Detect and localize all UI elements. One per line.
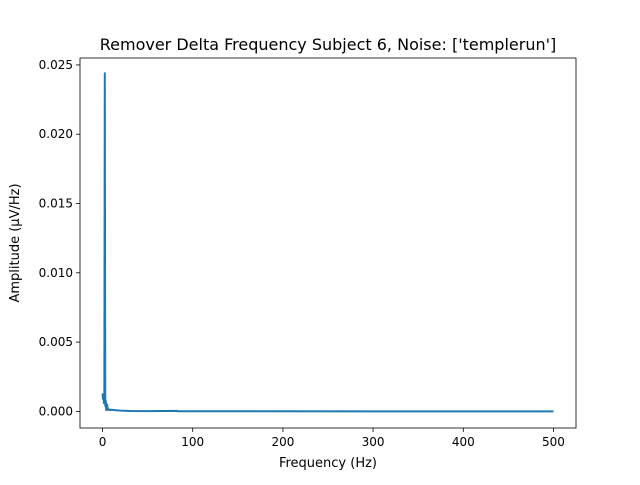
- x-tick-label: 500: [542, 435, 565, 449]
- x-tick-label: 100: [181, 435, 204, 449]
- series-line-0: [101, 72, 554, 413]
- x-tick-label: 0: [99, 435, 107, 449]
- y-tick-label: 0.015: [39, 197, 73, 211]
- y-tick-label: 0.000: [39, 404, 73, 418]
- y-axis-label: Amplitude (µV/Hz): [8, 183, 23, 302]
- x-tick-label: 200: [271, 435, 294, 449]
- y-tick-label: 0.005: [39, 335, 73, 349]
- x-tick-label: 400: [452, 435, 475, 449]
- x-axis-label: Frequency (Hz): [279, 456, 377, 471]
- x-tick-label: 300: [362, 435, 385, 449]
- axes-frame: [79, 57, 577, 429]
- plot-area: [79, 57, 577, 429]
- chart-title: Remover Delta Frequency Subject 6, Noise…: [100, 35, 557, 54]
- y-axis: 0.000 0.005 0.010 0.015 0.020 0.025: [39, 58, 80, 418]
- y-tick-label: 0.025: [39, 58, 73, 72]
- y-tick-label: 0.020: [39, 127, 73, 141]
- x-axis: 0 100 200 300 400 500: [99, 428, 565, 449]
- series-layer: [101, 72, 554, 413]
- axes-background: [80, 58, 576, 428]
- y-tick-label: 0.010: [39, 266, 73, 280]
